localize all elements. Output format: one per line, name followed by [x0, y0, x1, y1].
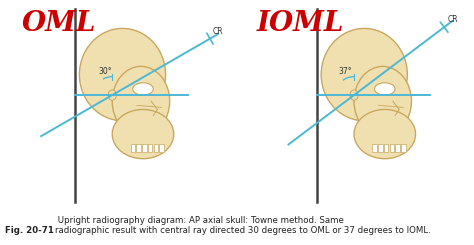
- Bar: [148, 144, 153, 151]
- Text: Fig. 20-71: Fig. 20-71: [5, 226, 54, 235]
- Ellipse shape: [354, 66, 411, 136]
- Ellipse shape: [133, 83, 153, 95]
- Bar: [131, 144, 135, 151]
- Bar: [390, 144, 394, 151]
- Ellipse shape: [76, 54, 107, 136]
- Bar: [142, 144, 146, 151]
- Ellipse shape: [321, 28, 407, 121]
- Text: OML: OML: [22, 10, 96, 37]
- Ellipse shape: [350, 90, 358, 100]
- Ellipse shape: [112, 66, 170, 136]
- Bar: [137, 144, 141, 151]
- Bar: [395, 144, 400, 151]
- Ellipse shape: [108, 90, 116, 100]
- Text: 37°: 37°: [338, 67, 352, 76]
- Bar: [384, 144, 389, 151]
- Bar: [159, 144, 164, 151]
- Text: IOML: IOML: [257, 10, 345, 37]
- Ellipse shape: [112, 110, 174, 159]
- Text: CR: CR: [213, 27, 224, 36]
- Text: CR: CR: [447, 15, 458, 24]
- Ellipse shape: [80, 28, 165, 121]
- Ellipse shape: [318, 54, 349, 136]
- Text: Upright radiography diagram: AP axial skull: Towne method. Same
radiographic res: Upright radiography diagram: AP axial sk…: [55, 216, 430, 235]
- Text: 30°: 30°: [98, 67, 111, 76]
- Bar: [378, 144, 383, 151]
- Bar: [373, 144, 377, 151]
- Ellipse shape: [374, 83, 395, 95]
- Ellipse shape: [354, 110, 416, 159]
- Bar: [154, 144, 158, 151]
- Bar: [401, 144, 406, 151]
